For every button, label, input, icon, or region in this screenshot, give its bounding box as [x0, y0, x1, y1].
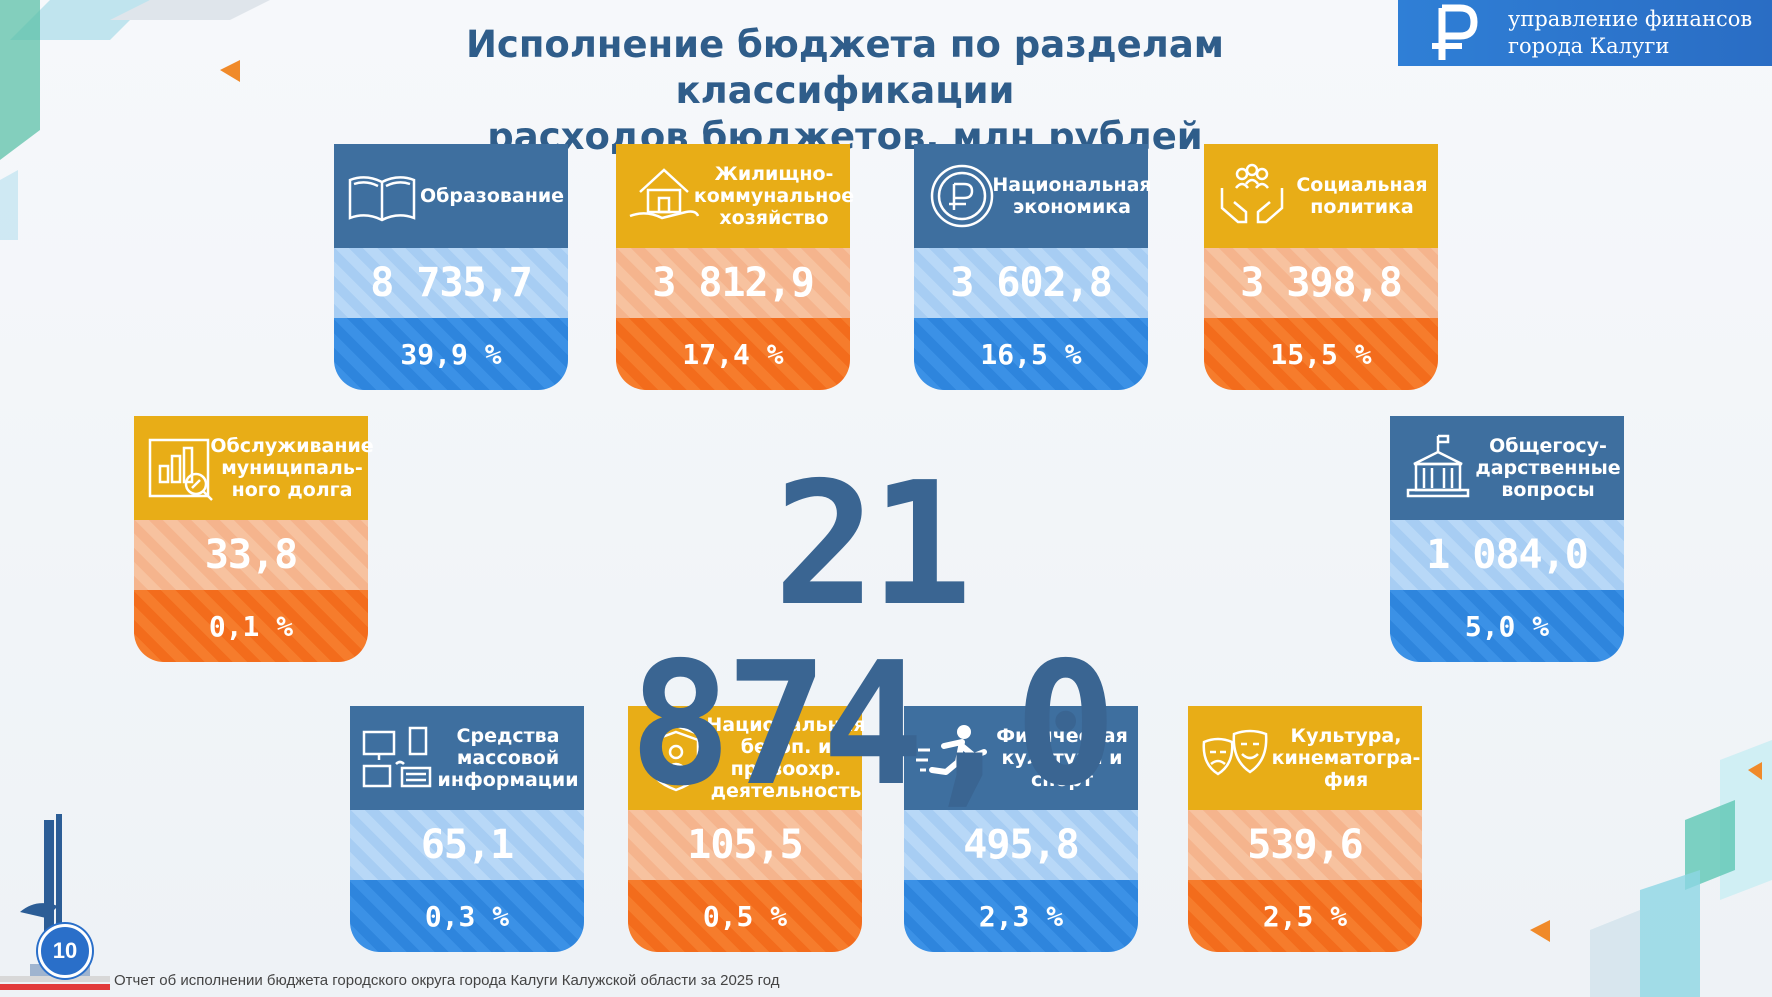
house-icon	[629, 168, 700, 220]
card-value: 539,6	[1188, 810, 1422, 880]
card-percent: 0,1 %	[134, 590, 368, 662]
card-head: Общегосу-дарственные вопросы	[1390, 416, 1624, 520]
card-head: Национальная безоп. и правоохр. деятельн…	[628, 706, 866, 810]
card-value: 1 084,0	[1390, 520, 1624, 590]
card-general-government: Общегосу-дарственные вопросы 1 084,0 5,0…	[1390, 416, 1624, 662]
card-head: Обслуживание муниципаль-ного долга	[134, 416, 374, 520]
card-economy: Национальная экономика 3 602,8 16,5 %	[914, 144, 1152, 390]
card-label: Национальная экономика	[992, 174, 1152, 218]
card-mass-media: Средства массовой информации 65,1 0,3 %	[350, 706, 584, 952]
shield-person-icon	[646, 724, 706, 792]
card-percent: 2,3 %	[904, 880, 1138, 952]
card-percent: 17,4 %	[616, 318, 850, 390]
card-percent: 15,5 %	[1204, 318, 1438, 390]
ruble-coin-icon	[930, 164, 994, 228]
card-head: Жилищно-коммунальное хозяйство	[616, 144, 855, 248]
card-head: Социальная политика	[1204, 144, 1438, 248]
card-label: Социальная политика	[1296, 174, 1428, 218]
card-percent: 2,5 %	[1188, 880, 1422, 952]
debt-chart-icon	[148, 438, 213, 501]
card-percent: 39,9 %	[334, 318, 568, 390]
card-percent: 5,0 %	[1390, 590, 1624, 662]
card-housing: Жилищно-коммунальное хозяйство 3 812,9 1…	[616, 144, 855, 390]
footer-text: Отчет об исполнении бюджета городского о…	[114, 972, 780, 989]
card-head: Образование	[334, 144, 568, 248]
brand-line-1: управление финансов	[1508, 7, 1753, 31]
card-label: Обслуживание муниципаль-ного долга	[210, 435, 374, 501]
card-value: 33,8	[134, 520, 368, 590]
card-value: 3 602,8	[914, 248, 1148, 318]
brand-line-2: города Калуги	[1508, 34, 1670, 58]
card-value: 105,5	[628, 810, 862, 880]
page-number: 10	[38, 924, 92, 978]
book-icon	[348, 176, 416, 222]
card-education: Образование 8 735,7 39,9 %	[334, 144, 568, 390]
footer-stripe	[0, 976, 110, 990]
card-sport: Физическая культура и спорт 495,8 2,3 %	[904, 706, 1138, 952]
card-value: 3 812,9	[616, 248, 850, 318]
government-building-icon	[1406, 434, 1470, 498]
runner-icon	[916, 725, 987, 789]
card-head: Национальная экономика	[914, 144, 1152, 248]
card-value: 3 398,8	[1204, 248, 1438, 318]
card-social: Социальная политика 3 398,8 15,5 %	[1204, 144, 1438, 390]
card-label: Культура, кинематогра-фия	[1271, 725, 1421, 791]
card-head: Культура, кинематогра-фия	[1188, 706, 1422, 810]
card-label: Общегосу-дарственные вопросы	[1475, 435, 1621, 501]
hands-people-icon	[1220, 163, 1284, 224]
card-debt-service: Обслуживание муниципаль-ного долга 33,8 …	[134, 416, 374, 662]
card-percent: 0,3 %	[350, 880, 584, 952]
title-line-1: Исполнение бюджета по разделам классифик…	[465, 23, 1225, 112]
card-label: Образование	[419, 185, 565, 207]
total-amount: 21 874,0	[629, 446, 1117, 824]
theatre-masks-icon	[1202, 729, 1268, 776]
ruble-icon	[1432, 4, 1478, 60]
decor-bottom-right	[1530, 740, 1772, 997]
card-percent: 16,5 %	[914, 318, 1148, 390]
brand-banner: управление финансов города Калуги	[1398, 0, 1772, 66]
page-title: Исполнение бюджета по разделам классифик…	[320, 22, 1370, 160]
card-head: Физическая культура и спорт	[904, 706, 1138, 810]
card-national-security: Национальная безоп. и правоохр. деятельн…	[628, 706, 866, 952]
brand-text: управление финансов города Калуги	[1508, 6, 1752, 60]
card-value: 8 735,7	[334, 248, 568, 318]
card-label: Национальная безоп. и правоохр. деятельн…	[706, 714, 866, 802]
card-label: Физическая культура и спорт	[996, 725, 1128, 791]
card-culture: Культура, кинематогра-фия 539,6 2,5 %	[1188, 706, 1422, 952]
card-label: Средства массовой информации	[437, 725, 579, 791]
card-label: Жилищно-коммунальное хозяйство	[693, 163, 855, 229]
media-devices-icon	[362, 726, 432, 788]
card-head: Средства массовой информации	[350, 706, 584, 810]
card-value: 495,8	[904, 810, 1138, 880]
card-value: 65,1	[350, 810, 584, 880]
card-percent: 0,5 %	[628, 880, 862, 952]
decor-top-left	[0, 0, 270, 240]
